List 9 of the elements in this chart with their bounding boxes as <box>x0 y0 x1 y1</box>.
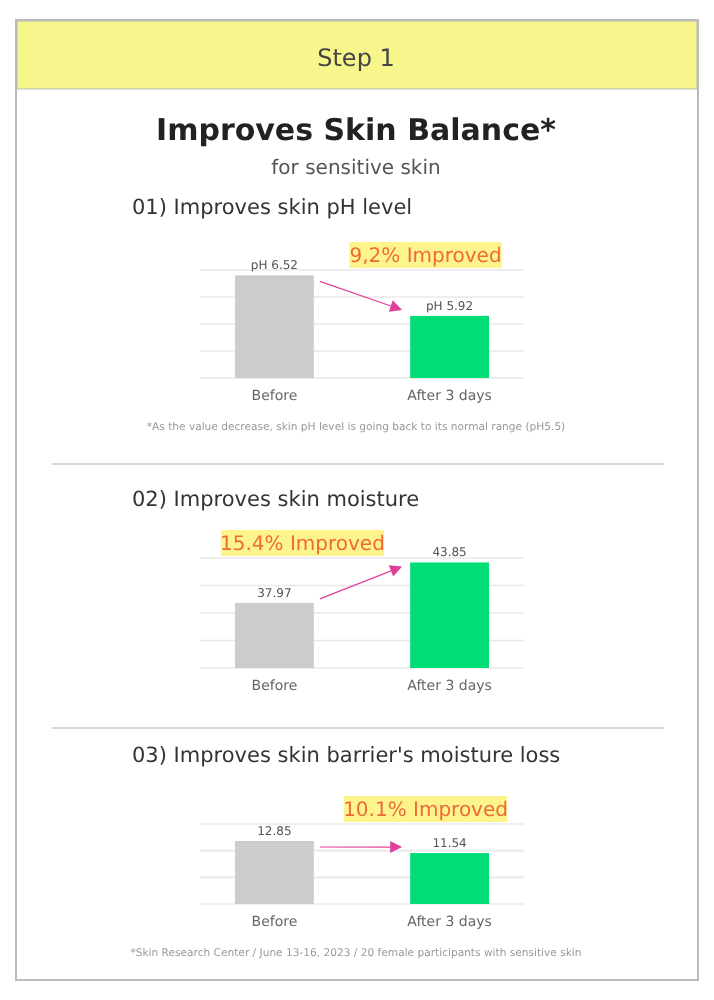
text: 15.4% Improved <box>220 534 385 556</box>
chart-title: 01) Improves skin pH level <box>132 196 413 220</box>
text: 10.1% Improved <box>343 800 508 822</box>
text: Improves Skin Balance* <box>156 112 557 148</box>
chart-title: 03) Improves skin barrier's moisture loss <box>132 744 561 768</box>
text: Step 1 <box>317 44 395 72</box>
text: 9,2% Improved <box>349 246 502 268</box>
chart-title: 02) Improves skin moisture <box>132 488 420 512</box>
text: for sensitive skin <box>271 158 441 180</box>
